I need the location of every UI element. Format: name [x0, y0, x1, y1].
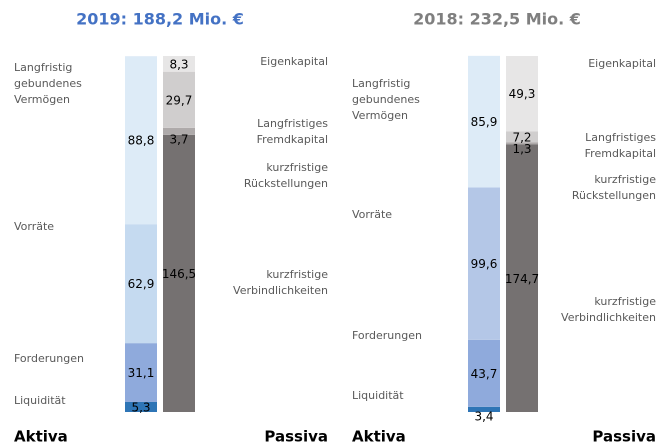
value-label: 29,7 — [166, 93, 193, 107]
segment — [125, 343, 157, 402]
segment — [506, 56, 538, 132]
value-label: 31,1 — [128, 366, 155, 380]
value-label: 88,8 — [128, 134, 155, 148]
value-label: 1,3 — [512, 142, 531, 156]
stack-label: Passiva — [264, 428, 328, 445]
segment — [163, 71, 195, 128]
chart-title: 2018: 232,5 Mio. € — [413, 10, 581, 29]
segment-label: Liquidität — [14, 394, 66, 407]
value-label: 62,9 — [128, 277, 155, 291]
segment-label: Vorräte — [352, 208, 392, 221]
segment — [163, 127, 195, 135]
value-label: 8,3 — [169, 57, 188, 71]
segment — [468, 339, 500, 407]
stack-label: Passiva — [592, 428, 656, 445]
stack-label: Aktiva — [352, 428, 406, 445]
value-label: 49,3 — [509, 87, 536, 101]
segment-label: Liquidität — [352, 389, 404, 402]
segment-label: Langfristiges Fremdkapital — [585, 131, 657, 160]
segment-label: kurzfristige Verbindlichkeiten — [561, 295, 656, 324]
value-label: 99,6 — [471, 257, 498, 271]
segment-label: Langfristig gebundenes Vermögen — [14, 61, 82, 106]
chart-title: 2019: 188,2 Mio. € — [76, 10, 244, 29]
segment — [506, 144, 538, 412]
value-label: 3,4 — [474, 410, 493, 424]
segment — [163, 134, 195, 412]
segment — [506, 142, 538, 145]
value-label: 7,2 — [512, 130, 531, 144]
segment — [506, 131, 538, 143]
segment-label: kurzfristige Rückstellungen — [244, 161, 328, 190]
segment-label: Vorräte — [14, 220, 54, 233]
segment-label: kurzfristige Rückstellungen — [572, 173, 656, 202]
value-label: 43,7 — [471, 367, 498, 381]
segment — [163, 56, 195, 72]
segment — [125, 56, 157, 225]
segment — [125, 401, 157, 412]
segment-label: Forderungen — [352, 329, 422, 342]
segment-label: Eigenkapital — [588, 57, 656, 70]
segment — [468, 406, 500, 412]
value-label: 5,3 — [131, 400, 150, 414]
value-label: 174,7 — [505, 272, 539, 286]
segment-label: kurzfristige Verbindlichkeiten — [233, 268, 328, 297]
segment-label: Langfristig gebundenes Vermögen — [352, 77, 420, 122]
segment-label: Eigenkapital — [260, 55, 328, 68]
segment — [468, 187, 500, 340]
segment — [125, 224, 157, 344]
value-label: 146,5 — [162, 267, 196, 281]
value-label: 85,9 — [471, 115, 498, 129]
value-label: 3,7 — [169, 132, 188, 146]
stack-label: Aktiva — [14, 428, 68, 445]
segment-label: Forderungen — [14, 352, 84, 365]
segment — [468, 55, 500, 188]
segment-label: Langfristiges Fremdkapital — [257, 117, 329, 146]
